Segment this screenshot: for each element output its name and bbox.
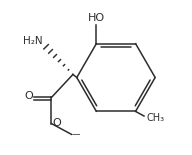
Text: O: O bbox=[52, 118, 61, 128]
Text: O: O bbox=[24, 91, 33, 101]
Text: H₂N: H₂N bbox=[23, 36, 42, 46]
Text: CH₃: CH₃ bbox=[146, 113, 164, 123]
Text: HO: HO bbox=[88, 13, 105, 23]
Text: —: — bbox=[72, 130, 80, 139]
